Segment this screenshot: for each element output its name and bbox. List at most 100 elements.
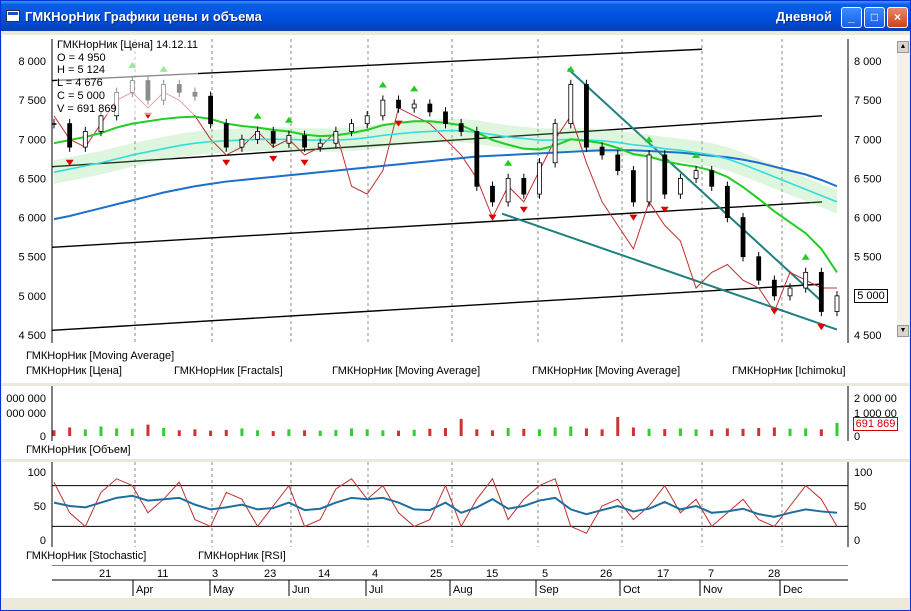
candle-body-2: [82, 131, 88, 148]
oscillator-chart[interactable]: 100 100 50 50 0 0: [2, 462, 897, 547]
volume-bar-18: [334, 430, 338, 436]
candle-body-32: [552, 123, 558, 164]
candle-body-34: [584, 84, 589, 148]
candle-body-31: [537, 162, 542, 195]
legend-fractals: ГМКНорНик [Fractals]: [174, 365, 283, 377]
oscillator-pane[interactable]: 100 100 50 50 0 0: [2, 462, 909, 547]
volume-bar-24: [428, 428, 432, 436]
volume-bar-39: [663, 429, 667, 436]
date-month-7: Nov: [703, 584, 723, 596]
volume-bar-34: [584, 428, 588, 436]
candle-body-38: [646, 154, 652, 203]
date-axis: 21 11 3 23 14 4 25 15 5 26 17 7 28 Apr May Jun Jul Aug Sep…: [2, 565, 909, 598]
fractal-down-39: [660, 206, 669, 213]
legend-ichimoku: ГМКНорНик [Ichimoku]: [732, 365, 846, 377]
volume-bar-37: [631, 427, 635, 436]
volume-bar-13: [256, 430, 260, 436]
candle-body-49: [818, 271, 824, 312]
volume-tick-left-2: 0: [40, 431, 46, 441]
volume-bar-16: [303, 430, 307, 436]
legend-volume: ГМКНорНик [Объем]: [26, 444, 131, 456]
candle-body-35: [599, 146, 605, 156]
price-tick-left-4: 6 000: [18, 213, 46, 225]
price-tick-left-2: 7 000: [18, 134, 46, 146]
date-day-4: 14: [318, 568, 330, 580]
info-close: C = 5 000: [57, 89, 106, 102]
candle-body-26: [458, 123, 464, 132]
fractal-up-38: [645, 136, 654, 143]
candle-body-24: [427, 103, 433, 113]
volume-bar-23: [412, 429, 416, 436]
price-tick-right-4: 6 000: [854, 213, 882, 225]
fractal-down-22: [394, 120, 403, 127]
osc-tick-right-2: 0: [854, 535, 860, 547]
fractal-up-13: [253, 112, 262, 119]
stochastic-line: [53, 477, 838, 534]
date-day-9: 26: [600, 568, 612, 580]
date-day-5: 4: [372, 568, 378, 580]
downtrend-line: [567, 68, 821, 301]
candle-body-12: [239, 138, 245, 148]
scroll-down-icon[interactable]: ▼: [897, 325, 909, 337]
volume-tick-left-1: 000 000: [6, 408, 46, 420]
date-month-0: Apr: [136, 584, 153, 596]
title-bar[interactable]: ГМКНорНик Графики цены и объема Дневной …: [1, 1, 910, 31]
maximize-button[interactable]: □: [864, 7, 885, 28]
fractal-down-30: [519, 206, 528, 213]
candle-body-48: [803, 271, 809, 289]
fractal-up-15: [284, 116, 293, 123]
price-tick-right-3: 6 500: [854, 173, 882, 185]
date-day-1: 11: [157, 568, 168, 580]
candle-body-10: [208, 95, 214, 125]
scroll-up-icon[interactable]: ▲: [897, 41, 909, 53]
info-title: ГМКНорНик [Цена] 14.12.11: [57, 39, 199, 51]
price-tick-right-5: 5 500: [854, 252, 882, 264]
candle-body-47: [787, 287, 793, 297]
period-label: Дневной: [775, 9, 832, 24]
volume-bar-8: [177, 430, 181, 436]
fractal-down-14: [269, 155, 278, 162]
candle-body-14: [270, 131, 276, 144]
ichimoku-cloud: [54, 118, 837, 214]
fractal-down-11: [222, 159, 231, 166]
minimize-button[interactable]: _: [841, 7, 862, 28]
close-button[interactable]: ×: [887, 7, 908, 28]
horizontal-scrollbar[interactable]: [2, 598, 909, 610]
date-day-2: 3: [212, 568, 218, 580]
vertical-scrollbar[interactable]: ▲ ▼: [897, 41, 909, 337]
legend-rsi: ГМКНорНик [RSI]: [198, 550, 286, 562]
volume-bar-4: [115, 428, 119, 436]
volume-bar-47: [788, 428, 792, 436]
date-month-6: Oct: [623, 584, 640, 596]
fractal-up-23: [410, 85, 419, 92]
fractal-down-37: [629, 214, 638, 221]
candle-body-29: [505, 178, 511, 203]
candle-body-18: [333, 131, 339, 144]
legend-stochastic: ГМКНорНик [Stochastic]: [26, 550, 147, 562]
volume-bar-49: [819, 429, 823, 436]
price-tag: 5 000: [854, 289, 888, 303]
volume-bar-1: [68, 427, 72, 436]
price-tick-right-7: 4 500: [854, 330, 882, 342]
candle-body-3: [98, 115, 104, 132]
volume-tick-right-2: 0: [854, 431, 860, 441]
volume-bar-26: [459, 418, 463, 436]
candle-body-28: [490, 185, 495, 203]
price-tick-right-2: 7 000: [854, 134, 882, 146]
volume-bar-28: [490, 430, 494, 436]
series-line-2: [53, 129, 838, 203]
volume-bar-6: [146, 424, 150, 436]
price-tick-left-1: 7 500: [18, 95, 46, 107]
volume-bar-27: [475, 429, 479, 436]
date-month-3: Jul: [369, 584, 383, 596]
volume-bar-11: [224, 429, 228, 436]
candle-body-15: [286, 134, 292, 144]
fractal-up-29: [504, 159, 513, 166]
date-month-2: Jun: [292, 584, 310, 596]
price-chart[interactable]: 8 000 8 000 7 500 7 500 7 000 7 000 6 500 6 500…: [2, 35, 897, 347]
info-high: H = 5 124: [57, 64, 106, 77]
price-pane[interactable]: 8 000 8 000 7 500 7 500 7 000 7 000 6 500 6 500…: [2, 35, 909, 347]
volume-bar-33: [569, 426, 573, 436]
